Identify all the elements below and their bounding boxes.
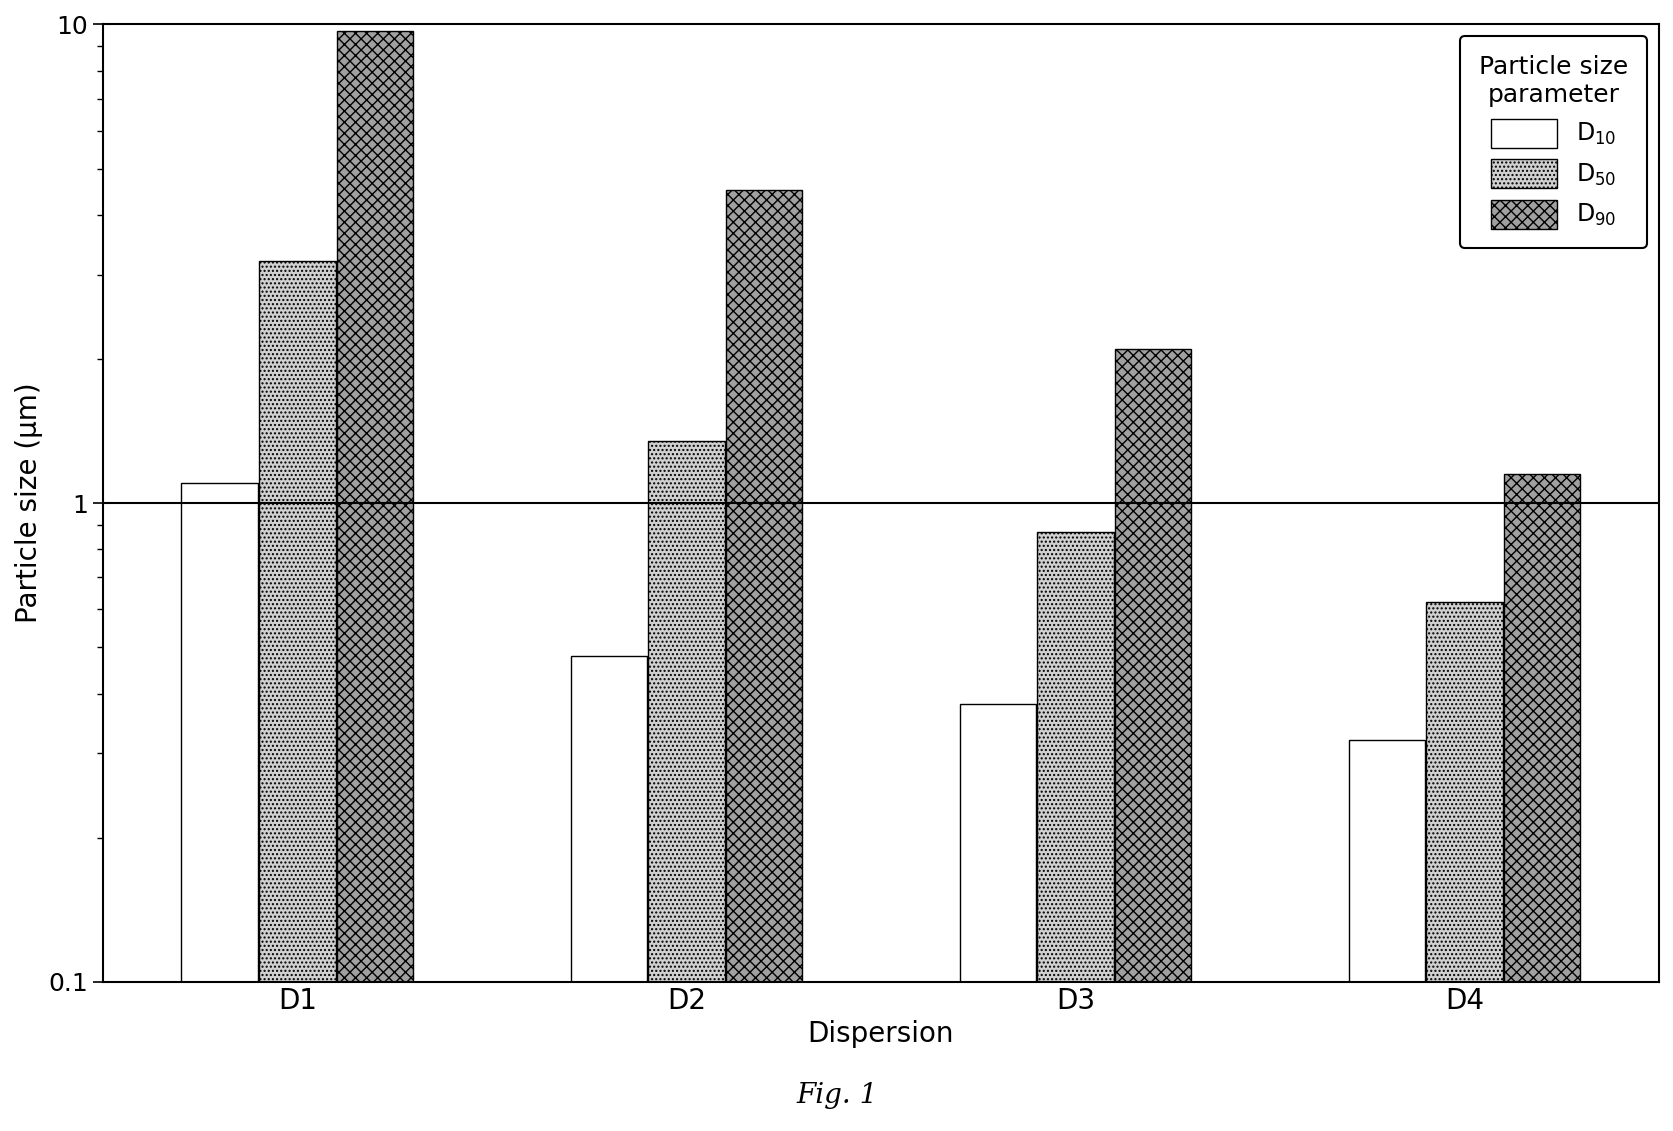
Bar <box>726 190 801 1131</box>
Text: Fig. 1: Fig. 1 <box>796 1081 877 1108</box>
Bar <box>959 705 1036 1131</box>
Bar <box>1425 603 1502 1131</box>
Bar <box>1348 740 1424 1131</box>
Bar <box>1114 348 1191 1131</box>
Bar <box>181 483 258 1131</box>
Bar <box>1037 532 1113 1131</box>
Bar <box>1504 474 1579 1131</box>
Bar <box>336 31 413 1131</box>
X-axis label: Dispersion: Dispersion <box>806 1020 954 1048</box>
Bar <box>647 441 724 1131</box>
Bar <box>259 261 335 1131</box>
Y-axis label: Particle size (μm): Particle size (μm) <box>15 382 43 623</box>
Bar <box>570 656 646 1131</box>
Legend: D$_{10}$, D$_{50}$, D$_{90}$: D$_{10}$, D$_{50}$, D$_{90}$ <box>1459 36 1646 248</box>
